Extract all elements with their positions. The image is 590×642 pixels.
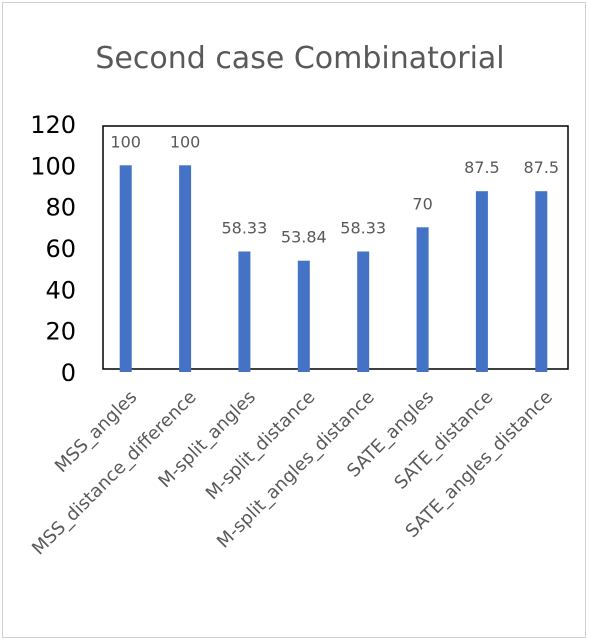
data-label-2: 58.33 bbox=[221, 219, 267, 238]
x-tick-label-3: M-split_distance bbox=[202, 387, 320, 505]
data-label-0: 100 bbox=[110, 132, 141, 151]
bar-1 bbox=[179, 165, 192, 372]
data-label-1: 100 bbox=[170, 132, 201, 151]
y-tick-label-2: 40 bbox=[45, 276, 76, 304]
bar-6 bbox=[475, 191, 488, 372]
plot-area bbox=[102, 125, 569, 370]
bar-7 bbox=[535, 191, 548, 372]
bar-2 bbox=[238, 251, 251, 372]
bar-5 bbox=[416, 227, 429, 372]
bar-3 bbox=[297, 260, 310, 372]
y-tick-label-0: 0 bbox=[61, 359, 76, 387]
bar-4 bbox=[357, 251, 370, 372]
bar-0 bbox=[119, 165, 132, 372]
y-tick-label-4: 80 bbox=[45, 194, 76, 222]
data-label-7: 87.5 bbox=[523, 158, 559, 177]
y-tick-label-1: 20 bbox=[45, 318, 76, 346]
data-label-6: 87.5 bbox=[464, 158, 500, 177]
data-label-4: 58.33 bbox=[340, 219, 386, 238]
y-tick-label-3: 60 bbox=[45, 235, 76, 263]
y-tick-label-6: 120 bbox=[30, 111, 76, 139]
y-tick-label-5: 100 bbox=[30, 152, 76, 180]
data-label-3: 53.84 bbox=[281, 228, 327, 247]
chart-title: Second case Combinatorial bbox=[95, 41, 504, 76]
data-label-5: 70 bbox=[412, 194, 432, 213]
